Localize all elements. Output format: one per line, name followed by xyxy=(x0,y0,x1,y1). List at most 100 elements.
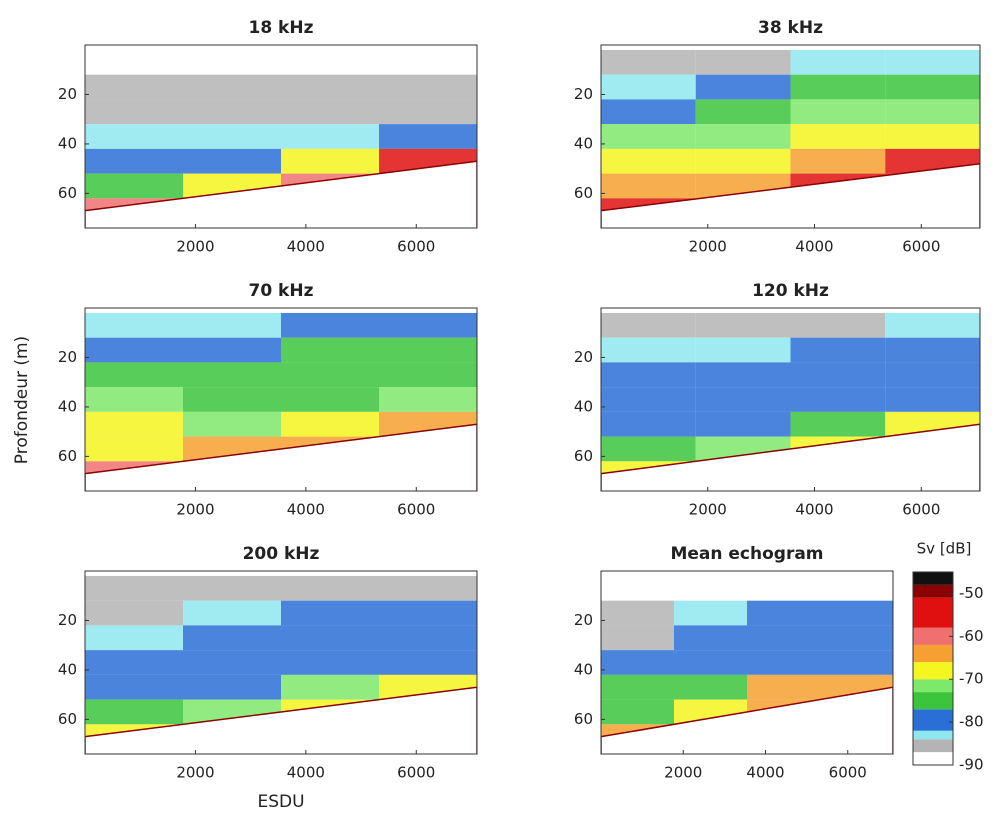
sv-cell xyxy=(85,411,183,437)
x-tick-label: 4000 xyxy=(795,238,833,256)
sv-cell xyxy=(281,575,379,601)
sv-cell xyxy=(695,387,791,412)
colorbar-band xyxy=(913,730,953,740)
y-tick-label: 20 xyxy=(58,85,77,103)
sv-cell xyxy=(601,99,696,125)
sv-cell xyxy=(379,99,477,125)
colorbar-tick-label: -60 xyxy=(959,627,984,645)
sv-cell xyxy=(281,74,379,100)
frame xyxy=(600,570,894,755)
sv-cell xyxy=(183,575,281,601)
frame xyxy=(600,307,981,492)
colorbar-tick-label: -90 xyxy=(959,756,984,774)
sv-cell xyxy=(85,625,183,651)
sv-cell xyxy=(183,387,281,412)
plot-area xyxy=(85,312,477,491)
sv-cell xyxy=(885,49,980,75)
panel-title: 200 kHz xyxy=(243,544,320,564)
y-tick-label: 40 xyxy=(574,134,593,152)
colorbar-band xyxy=(913,597,953,628)
colorbar-label: Sv [dB] xyxy=(917,540,972,558)
sv-cell xyxy=(85,575,183,601)
sv-cell xyxy=(183,124,281,149)
seabed xyxy=(601,162,980,228)
x-axis-label: ESDU xyxy=(257,792,304,812)
sv-cell xyxy=(183,337,281,363)
sv-cell xyxy=(601,124,696,149)
plot-area xyxy=(601,49,980,228)
sv-cell xyxy=(885,337,980,363)
y-tick-label: 20 xyxy=(574,85,593,103)
sv-cell xyxy=(281,148,379,174)
sv-cell xyxy=(601,411,696,437)
x-tick-label: 2000 xyxy=(689,238,727,256)
colorbar-band xyxy=(913,662,953,680)
sv-cell xyxy=(885,312,980,338)
sv-cell xyxy=(85,74,183,100)
sv-cell xyxy=(885,74,980,100)
sv-cell xyxy=(601,362,696,388)
sv-cell xyxy=(885,362,980,388)
sv-cell xyxy=(281,387,379,412)
y-tick-label: 20 xyxy=(574,611,593,629)
y-tick-label: 20 xyxy=(574,348,593,366)
sv-cell xyxy=(601,337,696,363)
sv-cell xyxy=(281,600,379,626)
sv-cell xyxy=(601,148,696,174)
sv-cell xyxy=(885,387,980,412)
sv-cell xyxy=(85,436,183,462)
y-tick-label: 60 xyxy=(58,710,77,728)
y-tick-label: 20 xyxy=(58,348,77,366)
sv-cell xyxy=(85,312,183,338)
x-tick-label: 2000 xyxy=(176,501,214,519)
sv-cell xyxy=(85,124,183,149)
colorbar-band xyxy=(913,679,953,693)
sv-cell xyxy=(379,650,477,675)
y-tick-label: 40 xyxy=(58,134,77,152)
sv-cell xyxy=(601,436,696,462)
sv-cell xyxy=(747,600,820,626)
panel-title: 120 kHz xyxy=(752,281,829,301)
y-tick-label: 40 xyxy=(58,660,77,678)
colorbar-tick-label: -50 xyxy=(959,584,984,602)
sv-cell xyxy=(379,600,477,626)
plot-area xyxy=(85,74,477,228)
plot-area xyxy=(601,312,980,491)
sv-cell xyxy=(379,337,477,363)
sv-cell xyxy=(790,312,886,338)
sv-cell xyxy=(601,699,674,725)
x-tick-label: 6000 xyxy=(397,501,435,519)
sv-cell xyxy=(183,74,281,100)
panel-title: 38 kHz xyxy=(758,18,823,38)
sv-cell xyxy=(85,674,183,700)
x-tick-label: 2000 xyxy=(689,501,727,519)
colorbar-band xyxy=(913,752,953,765)
sv-cell xyxy=(281,411,379,437)
x-tick-label: 4000 xyxy=(287,501,325,519)
sv-cell xyxy=(695,362,791,388)
sv-cell xyxy=(790,74,886,100)
sv-cell xyxy=(674,674,747,700)
panel-title: 70 kHz xyxy=(248,281,313,301)
x-tick-label: 6000 xyxy=(902,501,940,519)
sv-cell xyxy=(820,625,893,651)
sv-cell xyxy=(695,99,791,125)
sv-cell xyxy=(183,674,281,700)
sv-cell xyxy=(183,650,281,675)
y-tick-label: 20 xyxy=(58,611,77,629)
sv-cell xyxy=(183,362,281,388)
panel-title: 18 kHz xyxy=(248,18,313,38)
frame xyxy=(84,570,478,755)
sv-cell xyxy=(820,600,893,626)
sv-cell xyxy=(820,650,893,675)
frame xyxy=(600,44,981,229)
y-axis-label: Profondeur (m) xyxy=(12,336,32,464)
sv-cell xyxy=(85,337,183,363)
sv-cell xyxy=(790,99,886,125)
sv-cell xyxy=(695,124,791,149)
frame xyxy=(84,44,478,229)
frame xyxy=(84,307,478,492)
colorbar-band xyxy=(913,644,953,663)
plot-area xyxy=(601,600,893,754)
panel-title: Mean echogram xyxy=(670,544,823,564)
